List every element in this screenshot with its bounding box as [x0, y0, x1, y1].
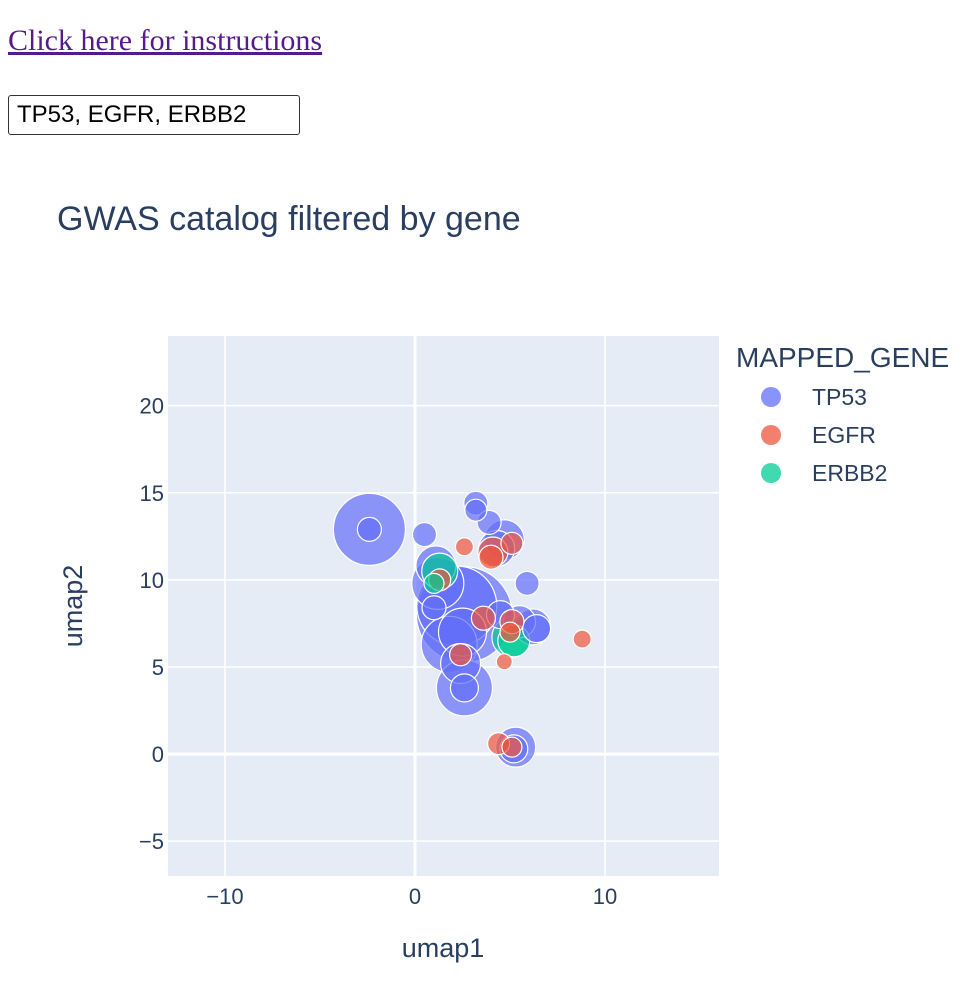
data-point-tp53 — [356, 516, 382, 542]
y-tick-label: 0 — [152, 742, 164, 767]
data-point-tp53 — [421, 595, 447, 621]
data-point-tp53 — [411, 521, 438, 548]
legend-item-egfr[interactable]: EGFR — [736, 416, 949, 454]
legend-marker — [761, 463, 781, 483]
data-point-tp53 — [514, 570, 540, 596]
y-tick-label: 10 — [140, 568, 164, 593]
chart-title: GWAS catalog filtered by gene — [57, 200, 521, 238]
gene-search-input[interactable] — [8, 95, 300, 135]
data-point-erbb2 — [423, 572, 445, 594]
axis-ticks: −10 0 10 −5 0 5 10 15 20 — [139, 394, 617, 909]
instructions-link[interactable]: Click here for instructions — [8, 24, 323, 57]
legend-title: MAPPED_GENE — [736, 342, 950, 373]
legend-label: TP53 — [812, 383, 867, 410]
data-point-egfr — [478, 544, 504, 570]
data-point-egfr — [500, 531, 524, 555]
data-point-egfr — [495, 653, 513, 671]
data-point-egfr — [454, 537, 474, 557]
legend-marker — [761, 425, 781, 445]
data-point-tp53 — [449, 673, 479, 703]
data-points — [332, 490, 592, 768]
x-tick-label: 0 — [409, 884, 421, 909]
data-point-tp53 — [464, 498, 488, 522]
legend: MAPPED_GENE TP53 EGFR ERBB2 — [736, 342, 949, 492]
y-tick-label: −5 — [139, 829, 164, 854]
legend-marker — [761, 387, 781, 407]
x-tick-label: −10 — [206, 884, 243, 909]
data-point-egfr — [572, 629, 592, 649]
x-tick-label: 10 — [593, 884, 617, 909]
y-axis-label: umap2 — [58, 565, 88, 648]
x-axis-label: umap1 — [402, 933, 485, 963]
y-tick-label: 20 — [140, 394, 164, 419]
legend-item-erbb2[interactable]: ERBB2 — [736, 454, 949, 492]
data-point-egfr — [501, 736, 523, 758]
y-tick-label: 15 — [140, 481, 164, 506]
data-point-tp53 — [521, 614, 552, 644]
y-tick-label: 5 — [152, 655, 164, 680]
legend-label: ERBB2 — [812, 459, 888, 486]
data-point-egfr — [449, 643, 473, 667]
data-point-egfr — [470, 605, 496, 631]
legend-item-tp53[interactable]: TP53 — [736, 378, 949, 416]
legend-label: EGFR — [812, 421, 876, 448]
data-point-egfr — [499, 621, 521, 643]
